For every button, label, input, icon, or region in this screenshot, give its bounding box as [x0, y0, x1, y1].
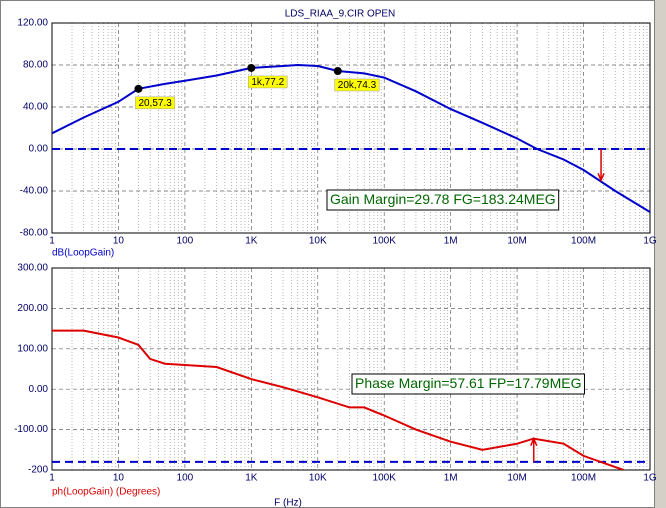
y-tick-label: 300.00: [17, 263, 48, 274]
annotation-box: [326, 189, 560, 211]
x-tick-label: 10M: [507, 236, 526, 247]
marker: [247, 63, 256, 72]
y-tick-label: 0.00: [29, 144, 49, 155]
x-tick-label: 100M: [571, 473, 596, 484]
marker: [134, 84, 143, 93]
y-tick-label: 80.00: [23, 60, 48, 71]
x-tick-label: 100M: [571, 236, 596, 247]
x-tick-label: 10M: [507, 473, 526, 484]
y-tick-label: 0.00: [29, 384, 49, 395]
x-tick-label: 10: [113, 236, 125, 247]
y-tick-label: 40.00: [23, 102, 48, 113]
window-edge: [655, 0, 666, 508]
y-tick-label: 200.00: [17, 303, 48, 314]
annotation: Gain Margin=29.78 FG=183.24MEG: [330, 191, 556, 207]
y-tick-label: -40.00: [20, 186, 49, 197]
y-tick-label: 100.00: [17, 343, 48, 354]
x-tick-label: 1G: [643, 236, 657, 247]
marker-label: 20,57.3: [138, 98, 172, 109]
x-tick-label: 10: [113, 473, 125, 484]
x-tick-label: 10K: [309, 236, 327, 247]
marker-label: 1k,77.2: [251, 77, 284, 88]
marker: [333, 66, 342, 75]
x-tick-label: 1K: [245, 473, 258, 484]
y-tick-label: -200: [28, 465, 48, 476]
margin-arrow-head: [530, 436, 538, 446]
x-tick-label: 100: [177, 473, 194, 484]
x-tick-label: 1M: [444, 236, 458, 247]
marker-label-box: [248, 75, 288, 89]
marker-label-box: [334, 78, 380, 92]
annotation-box: [351, 373, 585, 395]
series-name: ph(LoopGain) (Degrees): [52, 487, 160, 498]
y-tick-label: -100.00: [14, 424, 48, 435]
plot-frame: [51, 22, 651, 234]
x-tick-label: 1: [49, 473, 55, 484]
series-line: [52, 329, 624, 470]
x-tick-label: 100K: [373, 236, 397, 247]
x-tick-label: 1G: [643, 473, 657, 484]
marker-label: 20k,74.3: [338, 80, 377, 91]
x-axis-label: F (Hz): [274, 498, 302, 508]
x-tick-label: 100: [177, 236, 194, 247]
margin-arrow-head: [597, 172, 605, 183]
x-tick-label: 1K: [245, 236, 258, 247]
y-tick-label: -80.00: [20, 228, 49, 239]
x-tick-label: 1: [49, 236, 55, 247]
x-tick-label: 10K: [309, 473, 327, 484]
plot-frame: [51, 267, 651, 471]
marker-label-box: [135, 96, 176, 110]
chart-title: LDS_RIAA_9.CIR OPEN: [285, 9, 396, 20]
annotation: Phase Margin=57.61 FP=17.79MEG: [355, 375, 581, 391]
x-tick-label: 100K: [373, 473, 397, 484]
series-name: dB(LoopGain): [52, 248, 114, 259]
x-tick-label: 1M: [444, 473, 458, 484]
y-tick-label: 120.00: [17, 18, 48, 29]
